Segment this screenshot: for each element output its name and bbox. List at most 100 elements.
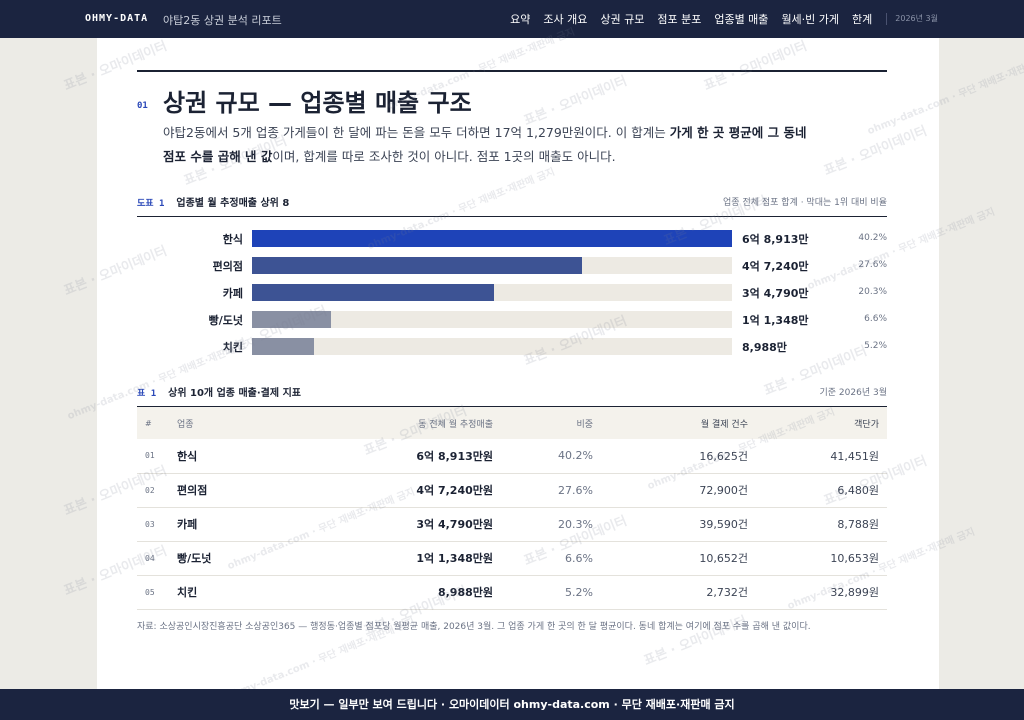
cell-sales: 1억 1,348만원 bbox=[416, 552, 493, 565]
bar bbox=[252, 311, 332, 328]
nav-item-sales-by-industry[interactable]: 업종별 매출 bbox=[714, 13, 769, 26]
bar-value-label: 3억 4,790만 bbox=[742, 287, 809, 300]
bar-share-label: 6.6% bbox=[864, 314, 887, 324]
cell-avg: 10,653원 bbox=[830, 552, 879, 565]
source-note: 자료: 소상공인시장진흥공단 소상공인365 — 행정동·업종별 점포당 월평균… bbox=[137, 622, 811, 632]
table-rule bbox=[137, 406, 887, 407]
section-title: 상권 규모 — 업종별 매출 구조 bbox=[163, 89, 472, 117]
cell-index: 04 bbox=[145, 553, 155, 563]
report-date: 2026년 3월 bbox=[886, 13, 938, 25]
cell-avg: 32,899원 bbox=[830, 586, 879, 599]
cell-count: 10,652건 bbox=[699, 552, 748, 565]
table-row: 04 빵/도넛 1억 1,348만원 6.6% 10,652건 10,653원 bbox=[137, 541, 887, 575]
nav-item-overview[interactable]: 조사 개요 bbox=[543, 13, 588, 26]
sales-table: # 업종 동 전체 월 추정매출 비중 월 결제 건수 객단가 01 한식 6억… bbox=[137, 407, 887, 610]
bar-track bbox=[252, 338, 732, 355]
cell-sales: 4억 7,240만원 bbox=[416, 484, 493, 497]
cell-index: 01 bbox=[145, 451, 155, 461]
bar-share-label: 5.2% bbox=[864, 341, 887, 351]
cell-count: 72,900건 bbox=[699, 484, 748, 497]
bar-track bbox=[252, 284, 732, 301]
lede-emphasis: 가게 한 곳 평균에 그 동네 점포 수를 곱해 낸 값 bbox=[163, 125, 807, 164]
bar-value-label: 4억 7,240만 bbox=[742, 260, 809, 273]
cell-share: 40.2% bbox=[558, 449, 593, 463]
figure-title: 업종별 월 추정매출 상위 8 bbox=[176, 198, 290, 209]
report-page bbox=[97, 38, 939, 689]
table-row: 02 편의점 4억 7,240만원 27.6% 72,900건 6,480원 bbox=[137, 473, 887, 507]
cell-sales: 6억 8,913만원 bbox=[416, 449, 493, 463]
cell-index: 05 bbox=[145, 587, 155, 597]
cell-count: 2,732건 bbox=[706, 586, 748, 599]
section-nav: 요약 조사 개요 상권 규모 점포 분포 업종별 매출 월세·빈 가게 한계 2… bbox=[497, 11, 938, 27]
bar-share-label: 40.2% bbox=[858, 233, 887, 243]
table-caption: 표 1 상위 10개 업종 매출·결제 지표 bbox=[137, 384, 301, 399]
bar bbox=[252, 338, 315, 355]
figure-note: 업종 전체 점포 합계 · 막대는 1위 대비 비율 bbox=[723, 198, 887, 208]
cell-count: 39,590건 bbox=[699, 518, 748, 531]
bar-category-label: 편의점 bbox=[212, 260, 243, 273]
cell-industry: 편의점 bbox=[177, 484, 208, 497]
bar-track bbox=[252, 230, 732, 247]
bar-row: 치킨 8,988만 5.2% bbox=[137, 338, 887, 356]
col-header-count: 월 결제 건수 bbox=[700, 419, 748, 430]
section-number: 01 bbox=[137, 101, 148, 111]
brand-logo[interactable]: OHMY-DATA bbox=[85, 13, 149, 24]
nav-item-market-size[interactable]: 상권 규모 bbox=[600, 13, 645, 26]
col-header-sales: 동 전체 월 추정매출 bbox=[418, 419, 493, 430]
bar-category-label: 치킨 bbox=[222, 341, 243, 354]
bar-value-label: 8,988만 bbox=[742, 341, 787, 354]
cell-index: 03 bbox=[145, 519, 155, 529]
bar-value-label: 6억 8,913만 bbox=[742, 233, 809, 246]
table-row: 03 카페 3억 4,790만원 20.3% 39,590건 8,788원 bbox=[137, 507, 887, 541]
bar-row: 카페 3억 4,790만 20.3% bbox=[137, 284, 887, 302]
cell-share: 6.6% bbox=[565, 551, 593, 565]
bar bbox=[252, 257, 582, 274]
bar bbox=[252, 230, 732, 247]
cell-industry: 카페 bbox=[177, 518, 198, 531]
nav-item-limits[interactable]: 한계 bbox=[852, 13, 873, 26]
bar-row: 빵/도넛 1억 1,348만 6.6% bbox=[137, 311, 887, 329]
cell-industry: 한식 bbox=[177, 449, 198, 463]
cell-share: 27.6% bbox=[558, 483, 593, 497]
section-divider bbox=[137, 70, 887, 72]
lede-text-1: 야탑2동에서 5개 업종 가게들이 한 달에 파는 돈을 모두 더하면 17억 … bbox=[163, 125, 670, 140]
bar-category-label: 한식 bbox=[222, 233, 243, 246]
cell-avg: 8,788원 bbox=[837, 518, 879, 531]
bar bbox=[252, 284, 495, 301]
table-row: 01 한식 6억 8,913만원 40.2% 16,625건 41,451원 bbox=[137, 439, 887, 473]
cell-industry: 치킨 bbox=[177, 586, 198, 599]
figure-caption: 도표 1 업종별 월 추정매출 상위 8 bbox=[137, 194, 289, 209]
nav-item-rent-vacancy[interactable]: 월세·빈 가게 bbox=[781, 13, 840, 26]
col-header-index: # bbox=[145, 418, 152, 428]
bar-category-label: 카페 bbox=[222, 287, 243, 300]
figure-number: 도표 1 bbox=[137, 199, 165, 209]
table-title: 상위 10개 업종 매출·결제 지표 bbox=[168, 388, 301, 399]
cell-industry: 빵/도넛 bbox=[177, 552, 212, 565]
bar-row: 편의점 4억 7,240만 27.6% bbox=[137, 257, 887, 275]
bar-track bbox=[252, 257, 732, 274]
nav-item-store-distribution[interactable]: 점포 분포 bbox=[657, 13, 702, 26]
table-header-row: # 업종 동 전체 월 추정매출 비중 월 결제 건수 객단가 bbox=[137, 407, 887, 439]
bar-share-label: 20.3% bbox=[858, 287, 887, 297]
col-header-industry: 업종 bbox=[177, 419, 194, 430]
preview-footer-banner: 맛보기 — 일부만 보여 드립니다 · 오마이데이터 ohmy-data.com… bbox=[0, 689, 1024, 720]
bar-track bbox=[252, 311, 732, 328]
bar-value-label: 1억 1,348만 bbox=[742, 314, 809, 327]
col-header-share: 비중 bbox=[576, 419, 593, 430]
table-number: 표 1 bbox=[137, 389, 157, 399]
cell-sales: 8,988만원 bbox=[437, 586, 493, 599]
bar-row: 한식 6억 8,913만 40.2% bbox=[137, 230, 887, 248]
top-navigation-bar: OHMY-DATA 야탑2동 상권 분석 리포트 요약 조사 개요 상권 규모 … bbox=[0, 0, 1024, 38]
table-row: 05 치킨 8,988만원 5.2% 2,732건 32,899원 bbox=[137, 575, 887, 609]
figure-rule bbox=[137, 216, 887, 217]
cell-share: 20.3% bbox=[558, 517, 593, 531]
bar-category-label: 빵/도넛 bbox=[208, 314, 243, 327]
cell-avg: 6,480원 bbox=[837, 484, 879, 497]
cell-share: 5.2% bbox=[565, 585, 593, 599]
bar-share-label: 27.6% bbox=[858, 260, 887, 270]
cell-index: 02 bbox=[145, 485, 155, 495]
cell-sales: 3억 4,790만원 bbox=[416, 518, 493, 531]
nav-item-summary[interactable]: 요약 bbox=[510, 13, 531, 26]
section-lede: 야탑2동에서 5개 업종 가게들이 한 달에 파는 돈을 모두 더하면 17억 … bbox=[163, 121, 813, 169]
cell-avg: 41,451원 bbox=[830, 449, 879, 463]
